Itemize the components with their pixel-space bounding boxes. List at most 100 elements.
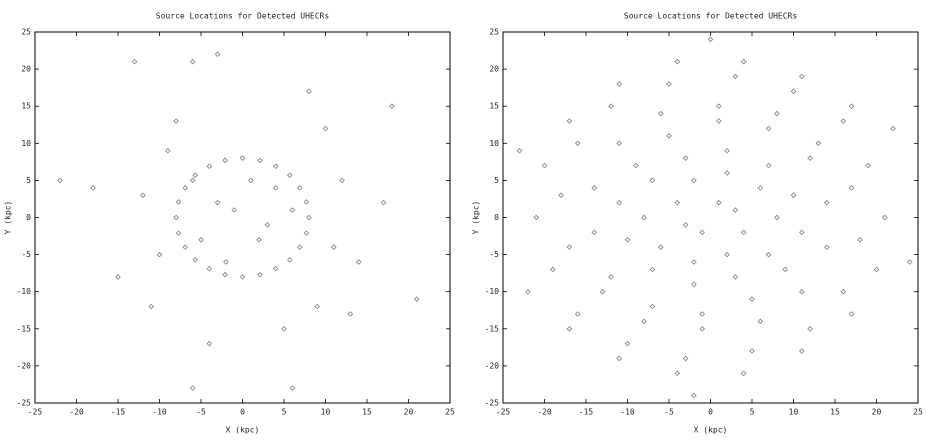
y-tick-label: 10 [489,139,499,148]
point [131,58,138,65]
point [807,155,813,161]
point [525,288,531,295]
point [616,140,623,147]
point [774,110,780,117]
point [641,214,647,221]
y-tick-label: 10 [21,139,31,148]
point [339,177,345,184]
point [306,88,312,95]
point [380,199,387,206]
point [749,296,755,302]
point [823,244,830,251]
y-tick-label: -15 [485,324,500,333]
point [624,340,631,347]
point [541,162,548,169]
y-tick-label: 5 [26,176,31,185]
point [724,170,730,176]
point [765,125,772,132]
point [256,236,262,243]
y-axis-label: Y (kpc) [472,201,481,235]
point [674,370,681,377]
y-tick-label: 20 [21,65,31,74]
point [574,140,581,147]
point [666,133,672,139]
point [782,266,789,273]
point [189,385,196,391]
point [57,177,63,184]
point [566,244,573,251]
point [798,288,805,295]
y-tick-label: -5 [21,250,31,259]
y-tick-label: 25 [489,28,499,37]
point [699,311,706,317]
y-tick-label: -20 [485,361,500,370]
point [691,392,697,399]
y-tick-label: 0 [26,213,31,222]
point [715,118,722,124]
x-tick-label: -25 [496,408,511,417]
point [840,118,847,124]
point [691,259,697,265]
point [173,214,179,221]
y-tick-label: 15 [489,102,499,111]
point [173,118,179,124]
plot-frame [34,31,451,404]
point [223,259,229,265]
point [303,199,310,205]
point [798,73,805,80]
x-tick-label: -20 [537,408,552,417]
plot-frame [502,31,919,404]
point [558,192,564,199]
point [757,184,764,191]
x-tick-label: 5 [282,408,287,417]
point [286,172,293,179]
x-tick-label: 5 [750,408,755,417]
point [798,348,805,354]
x-tick-label: 0 [240,408,245,417]
point [699,229,706,236]
point [666,81,672,87]
point [724,147,730,154]
point [272,163,279,170]
point [140,192,146,199]
y-tick-label: -15 [17,324,32,333]
y-tick-label: 15 [21,102,31,111]
x-tick-label: 15 [830,408,840,417]
point [115,274,121,280]
y-tick-label: -25 [485,399,500,408]
point [222,157,228,164]
point [724,251,730,258]
point [749,348,755,354]
y-tick-label: -5 [489,250,499,259]
point [231,207,238,213]
x-axis-label: X (kpc) [694,426,728,435]
point [682,222,689,228]
point [674,199,681,206]
point [649,303,656,310]
point [189,58,196,65]
y-tick-label: -20 [17,361,32,370]
x-tick-label: -25 [28,408,43,417]
point [608,103,614,110]
point [616,355,623,362]
point [303,230,310,236]
x-tick-label: -5 [664,408,674,417]
point [591,229,598,236]
x-tick-label: -5 [196,408,206,417]
point [314,303,321,310]
point [881,214,888,221]
x-tick-label: 10 [789,408,799,417]
point [848,103,855,110]
point [566,325,573,332]
point [815,140,822,147]
y-tick-label: -10 [485,287,500,296]
point [148,303,155,310]
point [281,325,287,332]
point [740,229,747,236]
point [347,311,354,317]
point [807,325,813,332]
x-tick-label: -20 [69,408,84,417]
point [164,147,171,154]
point [798,229,805,236]
x-tick-label: 10 [321,408,331,417]
